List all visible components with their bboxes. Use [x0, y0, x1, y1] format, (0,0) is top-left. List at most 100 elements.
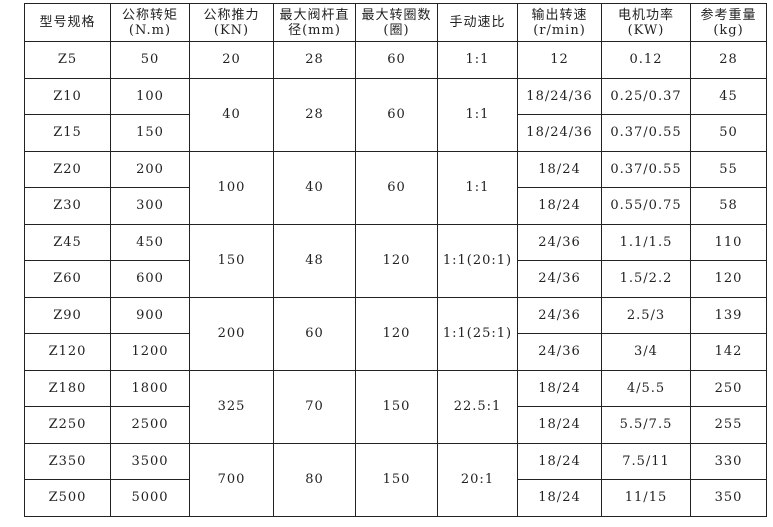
table-row: Z5 50 20 28 60 1:1 12 0.12 28 — [24, 41, 767, 79]
header-turns: 最大转圈数(圈) — [355, 3, 438, 42]
cell-speed: 18/24 — [517, 369, 602, 407]
cell-speed: 18/24/36 — [517, 114, 602, 152]
cell-turns: 120 — [355, 223, 438, 298]
cell-ratio: 22.5:1 — [437, 369, 518, 444]
cell-turns: 60 — [355, 77, 438, 152]
cell-thrust: 100 — [189, 150, 274, 225]
cell-thrust: 700 — [189, 442, 274, 517]
header-ratio: 手动速比 — [437, 3, 518, 42]
cell-weight: 110 — [690, 223, 767, 261]
cell-speed: 18/24 — [517, 187, 602, 225]
cell-turns: 60 — [355, 41, 438, 79]
cell-torque: 200 — [110, 150, 190, 188]
table-row: Z60 600 24/36 1.5/2.2 120 — [24, 260, 767, 298]
cell-speed: 24/36 — [517, 260, 602, 298]
cell-weight: 139 — [690, 296, 767, 334]
cell-speed: 24/36 — [517, 296, 602, 334]
cell-torque: 1200 — [110, 333, 190, 371]
cell-power: 1.5/2.2 — [601, 260, 691, 298]
cell-turns: 60 — [355, 150, 438, 225]
cell-model: Z15 — [24, 114, 111, 152]
table-row: Z90 900 200 60 120 1:1(25:1) 24/36 2.5/3 139 — [24, 296, 767, 371]
table-row: Z500 5000 18/24 11/15 350 — [24, 479, 767, 517]
cell-speed: 18/24 — [517, 442, 602, 480]
cell-model: Z10 — [24, 77, 111, 115]
cell-weight: 45 — [690, 77, 767, 115]
cell-torque: 600 — [110, 260, 190, 298]
cell-stem: 80 — [273, 442, 356, 517]
cell-stem: 48 — [273, 223, 356, 298]
table-row: Z350 3500 700 80 150 20:1 18/24 7.5/11 330 — [24, 442, 767, 517]
cell-power: 4/5.5 — [601, 369, 691, 407]
cell-stem: 60 — [273, 296, 356, 371]
cell-weight: 120 — [690, 260, 767, 298]
cell-torque: 5000 — [110, 479, 190, 517]
table-row: Z250 2500 18/24 5.5/7.5 255 — [24, 406, 767, 444]
cell-weight: 55 — [690, 150, 767, 188]
cell-weight: 28 — [690, 41, 767, 79]
cell-power: 5.5/7.5 — [601, 406, 691, 444]
cell-speed: 18/24 — [517, 406, 602, 444]
header-weight: 参考重量(kg) — [690, 3, 767, 42]
table-row: Z10 100 40 28 60 1:1 18/24/36 0.25/0.37 45 — [24, 77, 767, 152]
header-stem: 最大阀杆直径(mm) — [273, 3, 356, 42]
cell-stem: 28 — [273, 77, 356, 152]
cell-ratio: 1:1 — [437, 150, 518, 225]
cell-turns: 120 — [355, 296, 438, 371]
cell-weight: 50 — [690, 114, 767, 152]
header-thrust: 公称推力(KN) — [189, 3, 274, 42]
cell-power: 0.55/0.75 — [601, 187, 691, 225]
cell-weight: 58 — [690, 187, 767, 225]
cell-speed: 24/36 — [517, 223, 602, 261]
cell-model: Z20 — [24, 150, 111, 188]
cell-ratio: 1:1 — [437, 41, 518, 79]
cell-torque: 450 — [110, 223, 190, 261]
table-row: Z45 450 150 48 120 1:1(20:1) 24/36 1.1/1.5 110 — [24, 223, 767, 298]
header-torque: 公称转矩(N.m) — [110, 3, 190, 42]
cell-torque: 900 — [110, 296, 190, 334]
cell-ratio: 20:1 — [437, 442, 518, 517]
cell-stem: 28 — [273, 41, 356, 79]
cell-speed: 24/36 — [517, 333, 602, 371]
table-row: Z180 1800 325 70 150 22.5:1 18/24 4/5.5 250 — [24, 369, 767, 444]
table-row: Z15 150 18/24/36 0.37/0.55 50 — [24, 114, 767, 152]
cell-torque: 150 — [110, 114, 190, 152]
cell-speed: 18/24 — [517, 479, 602, 517]
cell-weight: 350 — [690, 479, 767, 517]
cell-torque: 1800 — [110, 369, 190, 407]
cell-torque: 50 — [110, 41, 190, 79]
cell-power: 0.25/0.37 — [601, 77, 691, 115]
table-row: Z30 300 18/24 0.55/0.75 58 — [24, 187, 767, 225]
cell-thrust: 20 — [189, 41, 274, 79]
cell-ratio: 1:1 — [437, 77, 518, 152]
header-speed: 输出转速(r/min) — [517, 3, 602, 42]
cell-model: Z120 — [24, 333, 111, 371]
cell-thrust: 325 — [189, 369, 274, 444]
cell-weight: 142 — [690, 333, 767, 371]
cell-power: 7.5/11 — [601, 442, 691, 480]
cell-model: Z350 — [24, 442, 111, 480]
cell-model: Z45 — [24, 223, 111, 261]
cell-speed: 18/24 — [517, 150, 602, 188]
header-power: 电机功率(KW) — [601, 3, 691, 42]
cell-model: Z30 — [24, 187, 111, 225]
spec-table: 型号规格 公称转矩(N.m) 公称推力(KN) 最大阀杆直径(mm) 最大转圈数… — [24, 3, 767, 517]
cell-model: Z180 — [24, 369, 111, 407]
cell-power: 0.12 — [601, 41, 691, 79]
cell-weight: 250 — [690, 369, 767, 407]
cell-turns: 150 — [355, 442, 438, 517]
cell-model: Z5 — [24, 41, 111, 79]
cell-speed: 12 — [517, 41, 602, 79]
cell-torque: 2500 — [110, 406, 190, 444]
cell-power: 2.5/3 — [601, 296, 691, 334]
cell-power: 0.37/0.55 — [601, 114, 691, 152]
cell-weight: 255 — [690, 406, 767, 444]
cell-model: Z90 — [24, 296, 111, 334]
cell-power: 0.37/0.55 — [601, 150, 691, 188]
cell-thrust: 40 — [189, 77, 274, 152]
header-model: 型号规格 — [24, 3, 111, 42]
cell-ratio: 1:1(25:1) — [437, 296, 518, 371]
cell-weight: 330 — [690, 442, 767, 480]
cell-stem: 40 — [273, 150, 356, 225]
cell-model: Z500 — [24, 479, 111, 517]
